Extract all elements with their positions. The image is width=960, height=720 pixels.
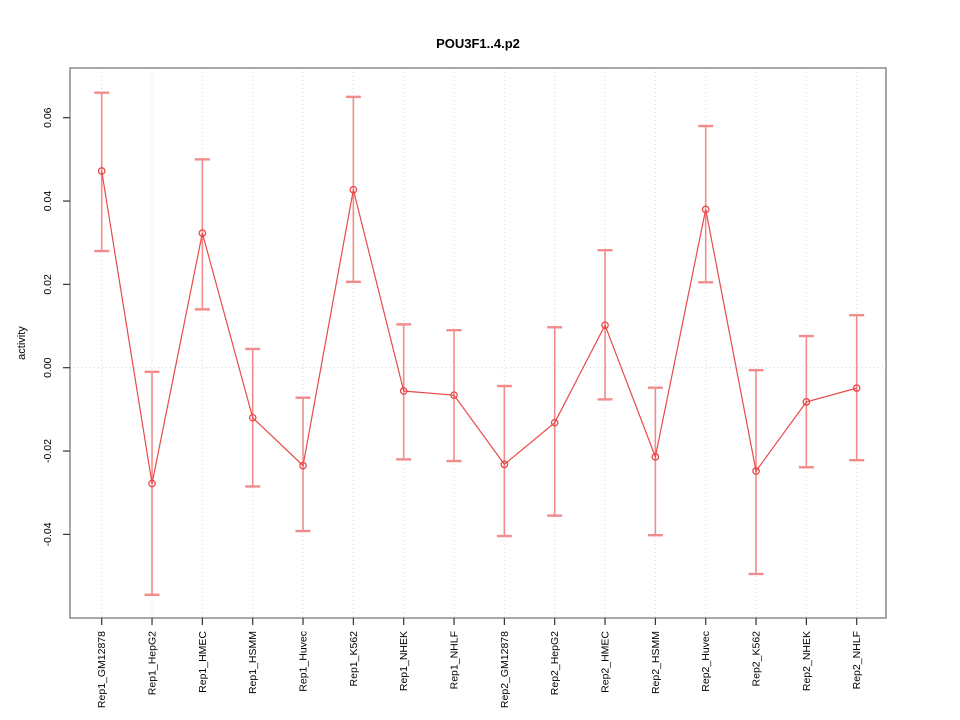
x-tick-label: Rep1_NHEK (398, 631, 410, 691)
data-point (148, 479, 156, 488)
data-point (399, 387, 408, 395)
data-point (852, 384, 861, 392)
data-point (97, 167, 106, 175)
data-point (802, 398, 811, 406)
y-tick-label: -0.02 (42, 439, 54, 463)
x-tick-label: Rep2_NHLF (851, 631, 863, 689)
x-tick-label: Rep1_Huvec (298, 631, 310, 692)
x-tick-label: Rep2_GM12878 (499, 631, 511, 708)
x-tick-label: Rep1_NHLF (449, 631, 461, 689)
x-tick-label: Rep2_HMEC (600, 631, 612, 693)
data-point (248, 413, 257, 422)
x-tick-label: Rep2_NHEK (801, 631, 813, 691)
data-point (198, 229, 207, 237)
y-tick-label: 0.04 (42, 191, 54, 212)
y-tick-label: 0.02 (42, 274, 54, 295)
x-tick-label: Rep1_HMEC (197, 631, 209, 693)
x-tick-label: Rep2_K562 (751, 631, 763, 687)
y-tick-label: 0.06 (42, 107, 54, 128)
x-tick-label: Rep2_HSMM (650, 631, 662, 694)
data-point (349, 185, 358, 194)
x-tick-label: Rep1_K562 (348, 631, 360, 687)
x-tick-label: Rep2_HepG2 (549, 631, 561, 695)
x-tick-label: Rep2_Huvec (700, 631, 712, 692)
data-point (752, 467, 760, 475)
chart-title: POU3F1..4.p2 (436, 36, 520, 51)
x-tick-label: Rep1_HepG2 (147, 631, 159, 695)
y-axis-label: activity (16, 326, 28, 360)
data-point (450, 391, 458, 400)
plot-border (69, 67, 887, 619)
series-line (101, 170, 857, 484)
y-tick-label: -0.04 (42, 522, 54, 546)
x-tick-label: Rep1_GM12878 (96, 631, 108, 708)
y-tick-label: 0.00 (42, 357, 54, 378)
data-point (299, 461, 307, 470)
data-point (651, 453, 660, 461)
data-point (500, 460, 509, 469)
data-point (701, 205, 710, 214)
data-point (601, 321, 609, 330)
data-point (550, 418, 559, 427)
x-tick-label: Rep1_HSMM (247, 631, 259, 694)
